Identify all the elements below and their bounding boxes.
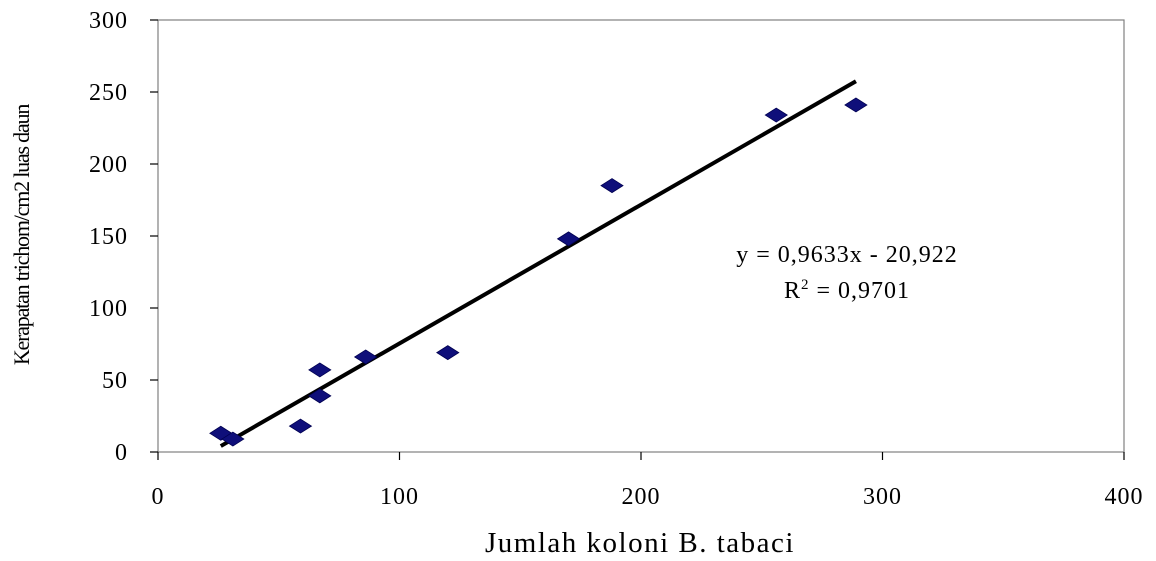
x-tick-label: 400: [1105, 484, 1144, 510]
y-axis-ticks: 0 50 100 150 200 250 300: [89, 8, 158, 466]
data-point: [221, 431, 245, 447]
y-tick-label: 300: [89, 8, 128, 34]
regression-trendline: [219, 79, 857, 448]
data-point: [844, 97, 868, 113]
y-tick-label: 150: [89, 224, 128, 250]
data-point: [308, 362, 332, 378]
r-squared-superscript: 2: [801, 277, 810, 293]
data-point: [600, 178, 624, 194]
r-squared-value: = 0,9701: [809, 278, 910, 304]
x-tick-label: 200: [622, 484, 661, 510]
x-axis-title: Jumlah koloni B. tabaci: [485, 527, 795, 559]
y-tick-label: 250: [89, 80, 128, 106]
y-tick-label: 0: [115, 440, 128, 466]
x-tick-label: 0: [152, 484, 165, 510]
plot-area: [157, 19, 1125, 453]
r-squared-label: R2 = 0,9701: [784, 277, 910, 304]
x-tick-label: 100: [380, 484, 419, 510]
data-point: [436, 345, 460, 361]
data-point: [308, 388, 332, 404]
data-point: [764, 107, 788, 123]
regression-equation: y = 0,9633x - 20,922: [736, 242, 958, 268]
data-point: [353, 349, 378, 365]
x-tick-label: 300: [863, 484, 902, 510]
data-point: [288, 418, 313, 434]
r-squared-prefix: R: [784, 278, 801, 304]
x-axis-ticks: 0 100 200 300 400: [152, 452, 1144, 510]
y-tick-label: 50: [102, 368, 128, 394]
data-points-layer: [209, 97, 868, 447]
plot-border: [157, 19, 1125, 453]
y-tick-label: 200: [89, 152, 128, 178]
y-axis-title: Kerapatan trichom/cm2 luas daun: [9, 104, 34, 366]
trendline-layer: [219, 79, 857, 448]
data-point: [556, 231, 581, 247]
y-tick-label: 100: [89, 296, 128, 322]
